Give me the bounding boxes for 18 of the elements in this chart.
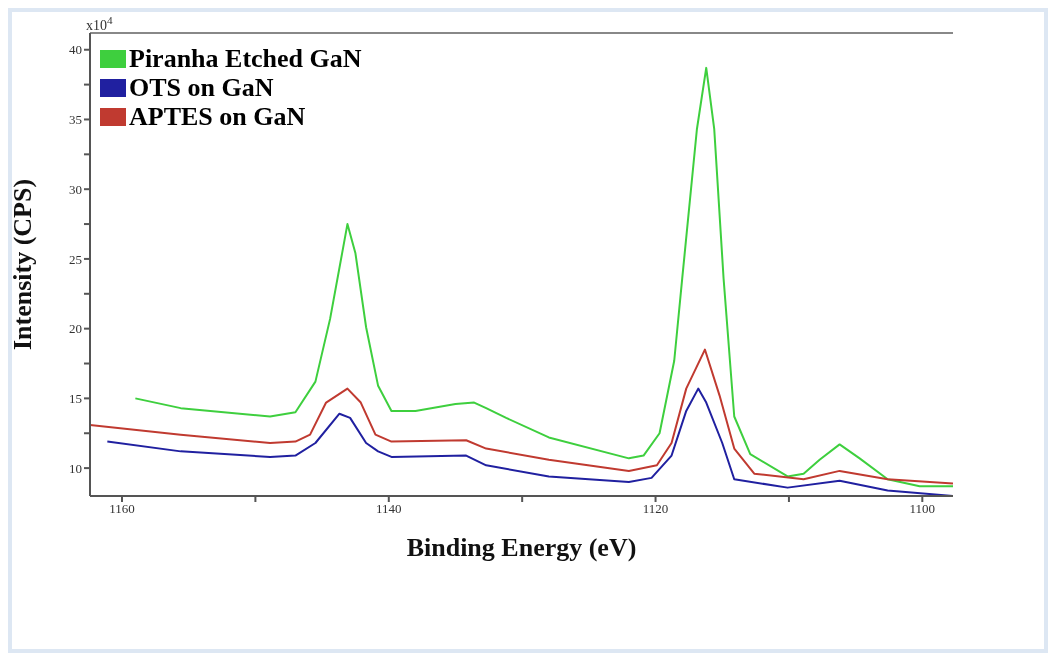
x-tick-label: 1120 (642, 501, 669, 517)
legend-label: Piranha Etched GaN (129, 44, 362, 73)
legend-label: APTES on GaN (129, 102, 306, 131)
y-tick-label: 25 (69, 251, 82, 267)
x-tick-label: 1160 (109, 501, 135, 517)
y-tick-label: 10 (69, 460, 82, 476)
y-axis-title: Intensity (CPS) (8, 178, 38, 351)
legend-label: OTS on GaN (129, 73, 274, 102)
x-tick-label: 1140 (376, 501, 402, 517)
y-tick-label: 35 (69, 112, 82, 128)
x-axis-title: Binding Energy (eV) (406, 533, 637, 562)
annotation: x10$^{4}$ (86, 14, 113, 33)
line-series (90, 348, 953, 485)
y-tick-label: 40 (69, 42, 82, 58)
y-tick-label: 15 (69, 390, 82, 406)
y-tick-label: 20 (69, 321, 82, 337)
x-tick-label: 1100 (909, 501, 936, 517)
y-tick-label: 30 (69, 181, 82, 197)
